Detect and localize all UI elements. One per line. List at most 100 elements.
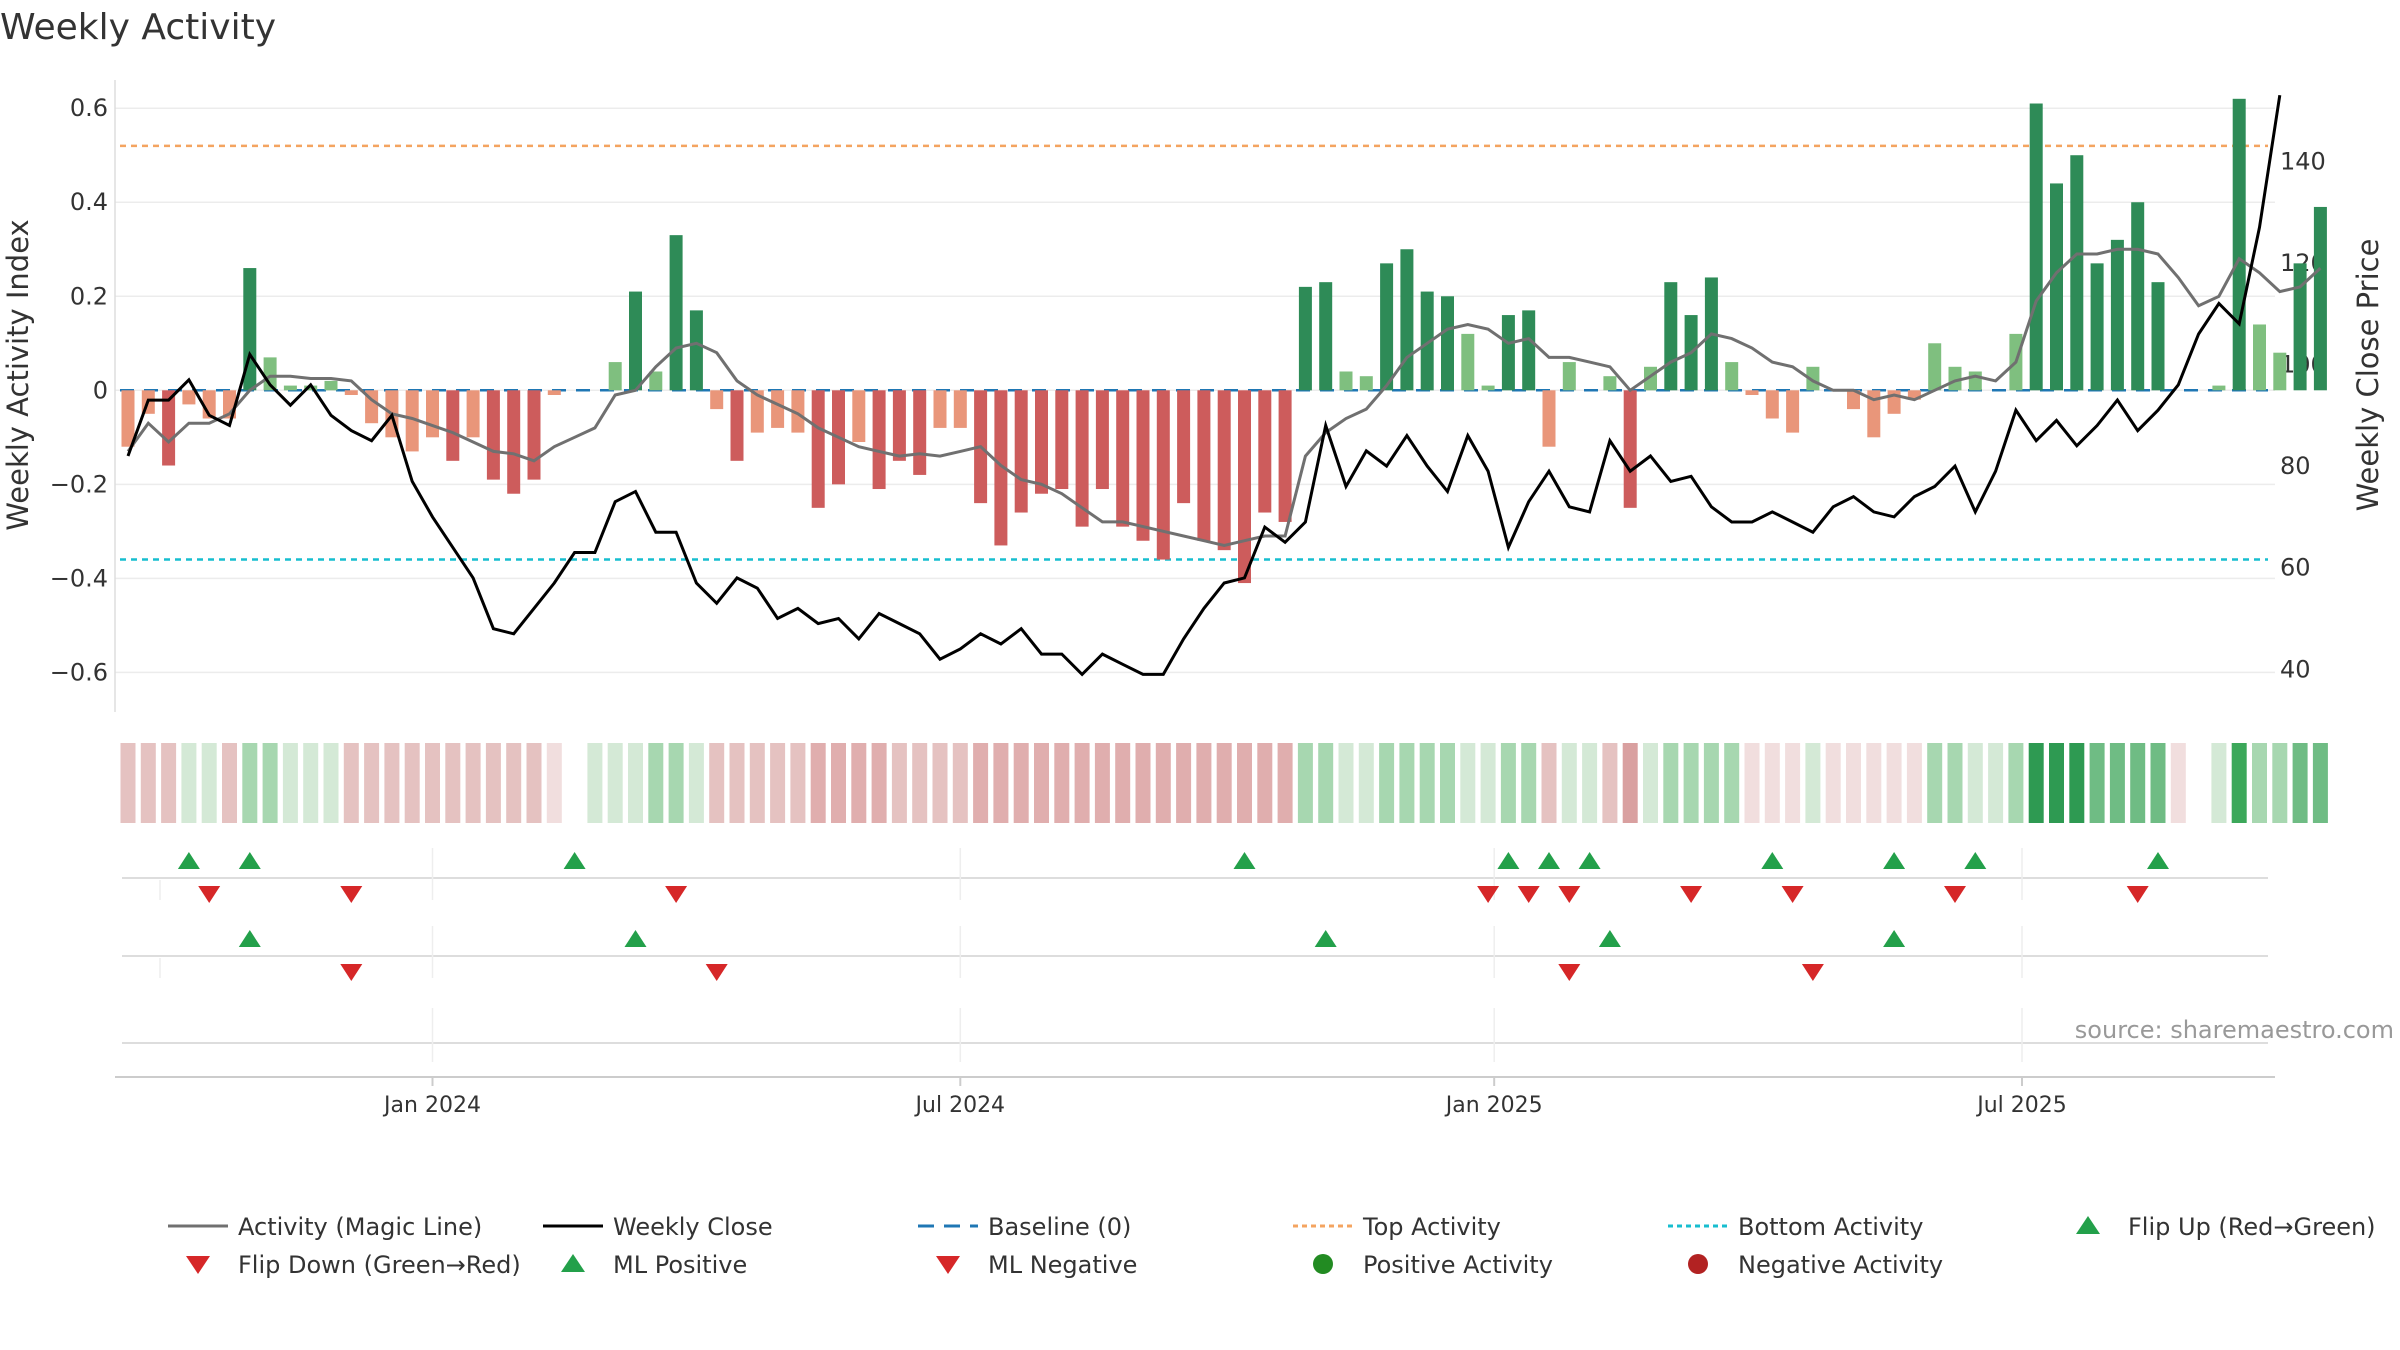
strip-cell	[1602, 743, 1618, 823]
left-tick-label: 0.6	[70, 94, 108, 122]
strip-cell	[1886, 743, 1902, 823]
left-axis-label: Weekly Activity Index	[1, 219, 35, 530]
strip-cell	[2109, 743, 2125, 823]
legend-negative-activity: Negative Activity	[1688, 1251, 1943, 1279]
activity-bar	[1968, 371, 1982, 391]
left-axis-ticks: 0.6 0.4 0.2 0 −0.2 −0.4 −0.6	[50, 94, 108, 686]
strip-cell	[628, 743, 643, 823]
strip-cell	[526, 743, 542, 823]
activity-bar	[2273, 352, 2287, 391]
legend-weekly-close: Weekly Close	[543, 1213, 773, 1241]
flip-up-marker	[1578, 852, 1601, 869]
activity-bar	[2293, 263, 2307, 391]
activity-bar	[852, 390, 866, 443]
strip-cell	[1622, 743, 1638, 823]
strip-cell	[1399, 743, 1415, 823]
activity-bar	[1664, 282, 1678, 391]
strip-cell	[1419, 743, 1435, 823]
strip-cell	[891, 743, 907, 823]
strip-cell	[1825, 743, 1841, 823]
strip-cell	[1338, 743, 1354, 823]
activity-bar	[1562, 362, 1576, 391]
activity-bar	[1177, 390, 1191, 504]
strip-cell	[2028, 743, 2044, 823]
strip-cell	[1582, 743, 1598, 823]
legend-flip-up: Flip Up (Red→Green)	[2076, 1213, 2376, 1241]
legend-label: Positive Activity	[1363, 1251, 1553, 1279]
legend-label: Activity (Magic Line)	[238, 1213, 482, 1241]
activity-bar	[689, 310, 703, 391]
legend-magic-line: Activity (Magic Line)	[168, 1213, 482, 1241]
activity-bar	[1238, 390, 1251, 584]
date-tick-label: Jan 2025	[1444, 1093, 1543, 1118]
legend-label: Negative Activity	[1738, 1251, 1943, 1279]
activity-bar	[1035, 390, 1048, 494]
activity-bar	[426, 390, 439, 438]
activity-bar	[527, 390, 541, 480]
activity-bar	[1806, 366, 1820, 391]
legend-label: Baseline (0)	[988, 1213, 1131, 1241]
strip-cell	[1703, 743, 1719, 823]
strip-cell	[2089, 743, 2105, 823]
activity-bar	[1258, 390, 1272, 513]
activity-bar	[1298, 286, 1312, 391]
date-tick-label: Jan 2024	[382, 1093, 481, 1118]
activity-bar	[2151, 282, 2165, 391]
left-tick-label: 0.4	[70, 188, 108, 216]
strip-cell	[1988, 743, 2004, 823]
strip-cell	[1297, 743, 1313, 823]
activity-bar	[771, 390, 785, 428]
activity-bar	[547, 390, 561, 395]
legend-bottom-activity: Bottom Activity	[1668, 1213, 1923, 1241]
activity-bar	[1948, 366, 1962, 391]
ml-positive-marker	[238, 930, 261, 947]
magic-line	[126, 247, 2322, 547]
activity-bar	[791, 390, 805, 433]
strip-cell	[648, 743, 664, 823]
strip-cell	[1500, 743, 1516, 823]
right-tick-label: 140	[2280, 147, 2326, 175]
signal-markers	[122, 848, 2268, 1062]
strip-cell	[1196, 743, 1212, 823]
strip-cell	[831, 743, 846, 823]
activity-bar	[892, 390, 906, 461]
activity-bar	[1400, 249, 1414, 391]
flip-up-marker	[1964, 852, 1987, 869]
flip-up-marker	[563, 852, 586, 869]
strip-cell	[282, 743, 298, 823]
right-tick-label: 80	[2280, 452, 2311, 480]
activity-bar	[1319, 282, 1333, 391]
legend-label: Top Activity	[1362, 1213, 1501, 1241]
activity-bar	[182, 390, 196, 405]
strip-cell	[364, 743, 380, 823]
strip-cell	[303, 743, 319, 823]
strip-cell	[1034, 743, 1049, 823]
strip-cell	[932, 743, 948, 823]
activity-bar	[1786, 390, 1800, 433]
ml-negative-marker	[1801, 964, 1824, 981]
activity-bar	[486, 390, 500, 480]
strip-cell	[425, 743, 440, 823]
flip-down-marker	[2126, 886, 2149, 903]
activity-bar	[2050, 183, 2063, 391]
strip-cell	[140, 743, 156, 823]
activity-bar	[1501, 315, 1515, 391]
activity-bars	[121, 98, 2327, 584]
flip-down-marker	[1781, 886, 1804, 903]
activity-bar	[1461, 333, 1475, 391]
strip-cell	[668, 743, 684, 823]
strip-cell	[2191, 743, 2207, 823]
strip-cell	[1541, 743, 1557, 823]
left-tick-label: 0.2	[70, 282, 108, 310]
activity-bar	[1603, 376, 1617, 391]
activity-bar	[1441, 296, 1454, 391]
flip-down-marker	[665, 886, 688, 903]
activity-bar	[811, 390, 825, 508]
activity-bar	[1481, 385, 1495, 391]
activity-bar	[1156, 390, 1170, 560]
activity-bar	[1136, 390, 1150, 541]
flip-down-marker	[1477, 886, 1500, 903]
strip-cell	[1013, 743, 1029, 823]
flip-down-marker	[1944, 886, 1966, 903]
strip-cell	[2272, 743, 2288, 823]
